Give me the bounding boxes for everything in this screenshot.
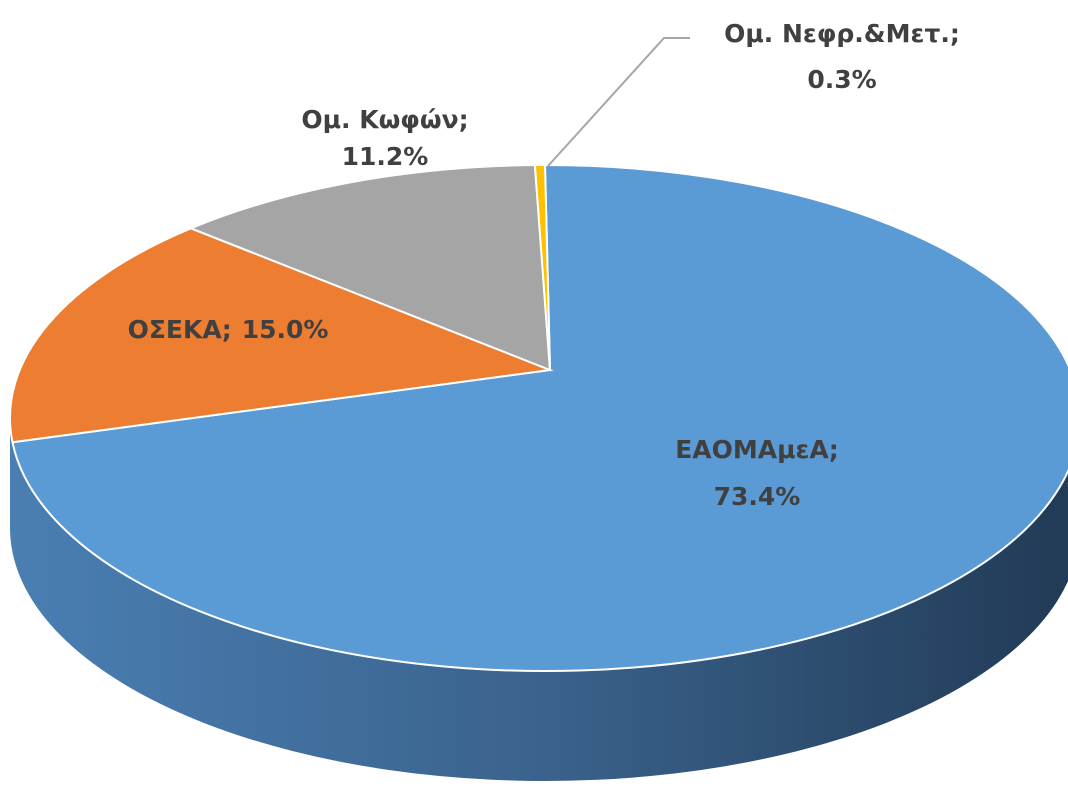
data-label: Ομ. Κωφών; [301, 105, 468, 134]
label-separator: ; [829, 435, 839, 464]
label-category: ΕΑΟΜΑμεΑ [675, 435, 829, 464]
pie-slice [11, 163, 1068, 672]
pie-slice [533, 163, 551, 371]
pie [9, 163, 1068, 781]
leader-line [547, 37, 690, 167]
label-separator: ; [950, 19, 960, 48]
data-label: ΕΑΟΜΑμεΑ; [675, 435, 839, 464]
data-label-value: 11.2% [342, 142, 429, 171]
label-value: 15.0% [242, 315, 329, 344]
label-separator: ; [222, 315, 232, 344]
data-label-value: 73.4% [714, 482, 801, 511]
label-category: Ομ. Νεφρ.&Μετ. [724, 19, 950, 48]
label-category: ΟΣΕΚΑ [128, 315, 223, 344]
pie-side [10, 418, 1068, 781]
pie-slice [9, 227, 554, 444]
data-label: ΟΣΕΚΑ; 15.0% [128, 315, 329, 344]
data-label: Ομ. Νεφρ.&Μετ.; [724, 19, 960, 48]
label-separator: ; [459, 105, 469, 134]
label-category: Ομ. Κωφών [301, 105, 458, 134]
data-label-value: 0.3% [807, 65, 876, 94]
data-labels: ΕΑΟΜΑμεΑ; 73.4% ΟΣΕΚΑ; 15.0% Ομ. Κωφών; 11.2%… [128, 19, 960, 511]
pie-slice [188, 164, 552, 372]
